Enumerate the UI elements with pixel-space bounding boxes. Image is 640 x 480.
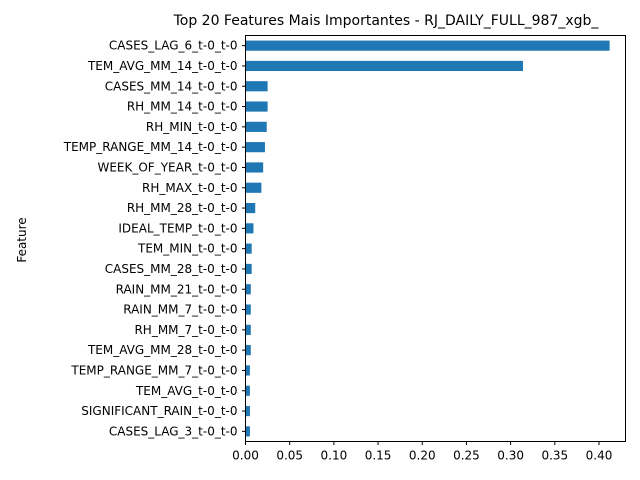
y-tick-label: TEMP_RANGE_MM_14_t-0_t-0 [63,140,238,154]
bar [245,243,252,254]
bar [245,324,251,335]
x-tick-label: 0.30 [497,449,524,463]
y-tick-label: RH_MM_14_t-0_t-0 [127,100,238,114]
y-tick-label: SIGNIFICANT_RAIN_t-0_t-0 [81,404,237,418]
y-tick-label: TEM_MIN_t-0_t-0 [137,242,237,256]
y-tick-label: RAIN_MM_21_t-0_t-0 [116,282,238,296]
y-tick-label: CASES_MM_14_t-0_t-0 [105,79,238,93]
bar [245,162,264,173]
y-tick-label: TEM_AVG_t-0_t-0 [135,384,238,398]
x-tick-label: 0.40 [586,449,613,463]
bar [245,426,250,437]
y-tick-label: RH_MAX_t-0_t-0 [142,181,237,195]
bar [245,345,251,356]
y-tick-label: WEEK_OF_YEAR_t-0_t-0 [97,160,237,174]
bar [245,40,610,51]
x-tick-label: 0.00 [232,449,259,463]
y-tick-label: RH_MM_28_t-0_t-0 [127,201,238,215]
bar [245,284,251,295]
bar [245,182,262,193]
y-tick-label: RAIN_MM_7_t-0_t-0 [123,303,237,317]
y-tick-label: IDEAL_TEMP_t-0_t-0 [118,221,237,235]
bar [245,60,523,72]
y-tick-label: TEM_AVG_MM_14_t-0_t-0 [87,59,238,73]
y-tick-label: CASES_LAG_6_t-0_t-0 [109,39,238,53]
chart-title: Top 20 Features Mais Importantes - RJ_DA… [173,13,600,29]
y-tick-label: RH_MIN_t-0_t-0 [146,120,238,134]
bar [245,365,250,376]
y-tick-label: RH_MM_7_t-0_t-0 [134,323,237,337]
bar [245,81,268,92]
x-tick-label: 0.35 [541,449,568,463]
x-tick-label: 0.15 [365,449,392,463]
bar [245,101,268,112]
plot-frame [245,35,626,442]
x-ticks-group: 0.00 0.05 0.10 0.15 0.20 0.25 0.30 0.35 0.40 [232,441,613,463]
y-tick-label: TEM_AVG_MM_28_t-0_t-0 [87,343,238,357]
y-ticks-group: CASES_LAG_6_t-0_t-0 TEM_AVG_MM_14_t-0_t-0… [63,39,246,438]
y-tick-label: TEMP_RANGE_MM_7_t-0_t-0 [70,363,237,377]
bar [245,385,250,396]
x-tick-label: 0.20 [409,449,436,463]
x-tick-label: 0.25 [453,449,480,463]
bar [245,263,252,275]
bar [245,142,265,153]
y-tick-label: CASES_MM_28_t-0_t-0 [105,262,238,276]
bar [245,304,251,315]
bar [245,202,256,214]
bar [245,121,267,132]
y-tick-label: CASES_LAG_3_t-0_t-0 [109,424,238,438]
bar [245,223,254,234]
y-axis-label: Feature [15,217,29,262]
bar [245,405,250,417]
x-tick-label: 0.10 [321,449,348,463]
bars-group [245,40,610,437]
x-tick-label: 0.05 [276,449,303,463]
